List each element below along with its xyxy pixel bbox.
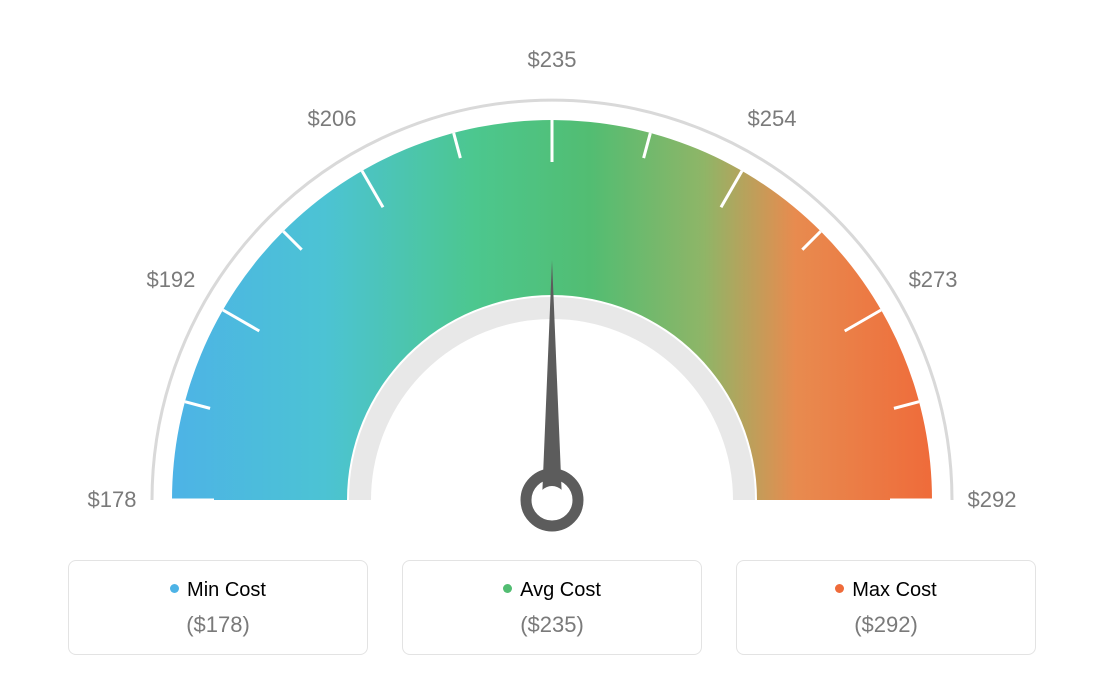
legend-avg-label: Avg Cost xyxy=(520,579,601,601)
gauge-tick-label: $178 xyxy=(88,487,137,513)
legend-max: Max Cost ($292) xyxy=(736,560,1036,655)
gauge-tick-label: $292 xyxy=(968,487,1017,513)
gauge-tick-label: $206 xyxy=(308,106,357,132)
legend-min-title: Min Cost xyxy=(79,579,357,602)
gauge-tick-label: $273 xyxy=(909,267,958,293)
dot-icon xyxy=(170,584,179,593)
gauge-chart: $178 $192 $206 $235 $254 $273 $292 xyxy=(0,0,1104,560)
dot-icon xyxy=(503,584,512,593)
legend-avg-value: ($235) xyxy=(413,612,691,638)
gauge-tick-label: $235 xyxy=(528,47,577,73)
gauge-tick-label: $254 xyxy=(748,106,797,132)
legend-row: Min Cost ($178) Avg Cost ($235) Max Cost… xyxy=(0,560,1104,655)
legend-min-label: Min Cost xyxy=(187,579,266,601)
gauge-tick-label: $192 xyxy=(146,267,195,293)
legend-min-value: ($178) xyxy=(79,612,357,638)
legend-max-label: Max Cost xyxy=(852,579,936,601)
legend-max-value: ($292) xyxy=(747,612,1025,638)
legend-avg-title: Avg Cost xyxy=(413,579,691,602)
legend-avg: Avg Cost ($235) xyxy=(402,560,702,655)
dot-icon xyxy=(835,584,844,593)
legend-min: Min Cost ($178) xyxy=(68,560,368,655)
legend-max-title: Max Cost xyxy=(747,579,1025,602)
